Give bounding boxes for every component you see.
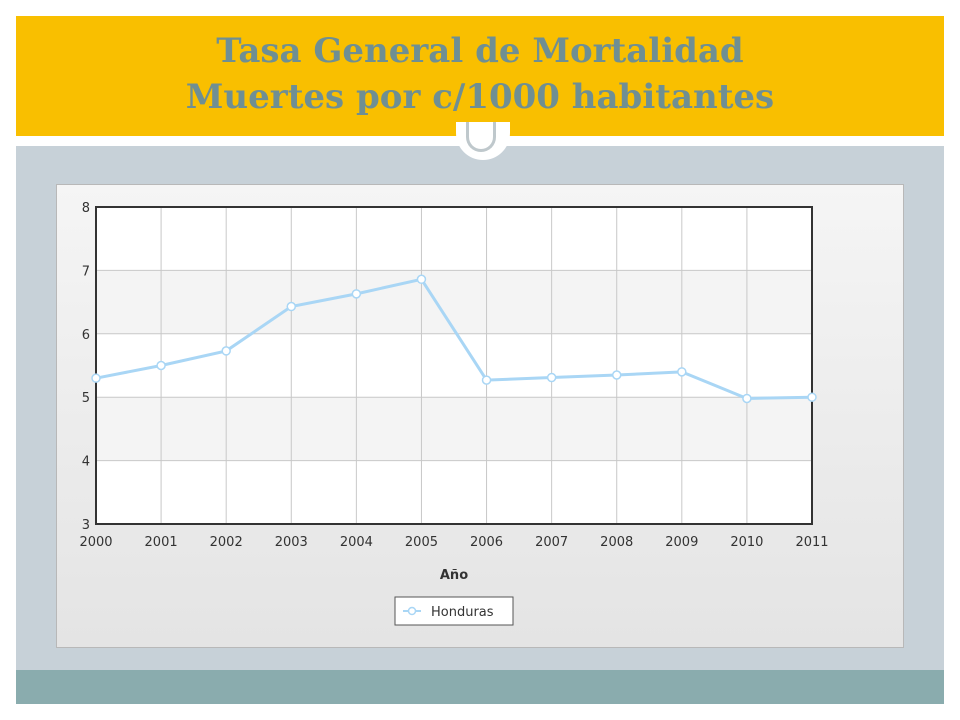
data-point [742, 393, 752, 404]
plot-border [95, 206, 813, 525]
y-tick-label: 8 [82, 201, 90, 216]
y-tick-label: 4 [82, 455, 90, 470]
data-point [156, 360, 166, 371]
x-tick-label: 2003 [275, 535, 308, 550]
x-tick-label: 2011 [795, 535, 828, 550]
x-tick-label: 2000 [79, 535, 112, 550]
divider-ring-icon [466, 122, 496, 152]
x-tick-label: 2006 [470, 535, 503, 550]
x-tick-label: 2002 [210, 535, 243, 550]
slide-title-line-2: Muertes por c/1000 habitantes [185, 77, 775, 117]
y-tick-label: 6 [82, 328, 90, 343]
plot-area [96, 207, 812, 524]
x-tick-label: 2010 [730, 535, 763, 550]
data-point [286, 301, 297, 312]
x-tick-label: 2005 [405, 535, 438, 550]
x-axis-title: Año [440, 568, 468, 583]
x-tick-label: 2009 [665, 535, 698, 550]
title-bar [16, 16, 944, 136]
plot-band [96, 397, 812, 461]
data-point [91, 373, 101, 383]
data-point [221, 346, 231, 356]
legend-marker-icon [407, 606, 417, 616]
slide-title: Tasa General de Mortalidad Muertes por c… [16, 28, 944, 120]
data-point [807, 392, 817, 402]
y-tick-label: 5 [82, 391, 90, 406]
legend-label: Honduras [431, 605, 494, 620]
y-tick-label: 7 [82, 264, 90, 279]
x-tick-label: 2004 [340, 535, 373, 550]
slide-title-line-1: Tasa General de Mortalidad [216, 31, 744, 71]
data-point [611, 370, 622, 380]
series-line [95, 277, 813, 400]
x-tick-label: 2008 [600, 535, 633, 550]
data-point [351, 289, 362, 299]
legend: Honduras [394, 596, 514, 626]
bottom-band [16, 670, 944, 704]
data-point [416, 274, 427, 285]
y-tick-label: 3 [82, 518, 90, 533]
x-tick-label: 2001 [145, 535, 178, 550]
x-tick-label: 2007 [535, 535, 568, 550]
data-point [546, 372, 557, 383]
plot-band [96, 270, 812, 334]
data-point [481, 375, 492, 385]
line-chart: 3 4 5 6 7 8 2000 2001 2002 2003 2004 2005 2006 2007 20… [79, 201, 829, 626]
data-point [677, 367, 687, 377]
chart-panel: 3 4 5 6 7 8 2000 2001 2002 2003 2004 2005 2006 2007 20… [56, 184, 904, 648]
